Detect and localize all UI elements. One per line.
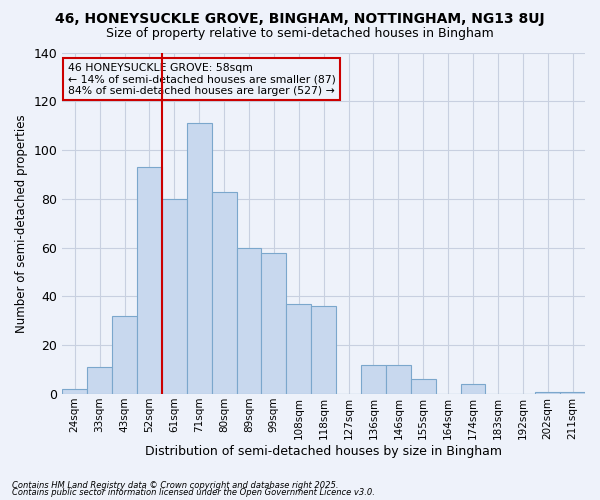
Bar [461, 384, 485, 394]
X-axis label: Distribution of semi-detached houses by size in Bingham: Distribution of semi-detached houses by … [145, 444, 502, 458]
Bar [87, 367, 112, 394]
Bar [386, 365, 411, 394]
Text: Size of property relative to semi-detached houses in Bingham: Size of property relative to semi-detach… [106, 28, 494, 40]
Text: Contains HM Land Registry data © Crown copyright and database right 2025.: Contains HM Land Registry data © Crown c… [12, 480, 338, 490]
Bar [311, 306, 336, 394]
Text: 46 HONEYSUCKLE GROVE: 58sqm
← 14% of semi-detached houses are smaller (87)
84% o: 46 HONEYSUCKLE GROVE: 58sqm ← 14% of sem… [68, 62, 335, 96]
Bar [286, 304, 311, 394]
Bar [62, 389, 87, 394]
Bar [112, 316, 137, 394]
Bar [361, 365, 386, 394]
Bar [187, 123, 212, 394]
Text: 46, HONEYSUCKLE GROVE, BINGHAM, NOTTINGHAM, NG13 8UJ: 46, HONEYSUCKLE GROVE, BINGHAM, NOTTINGH… [55, 12, 545, 26]
Bar [411, 380, 436, 394]
Bar [137, 167, 162, 394]
Bar [262, 252, 286, 394]
Bar [535, 392, 560, 394]
Bar [236, 248, 262, 394]
Bar [162, 199, 187, 394]
Text: Contains public sector information licensed under the Open Government Licence v3: Contains public sector information licen… [12, 488, 375, 497]
Bar [212, 192, 236, 394]
Bar [560, 392, 585, 394]
Y-axis label: Number of semi-detached properties: Number of semi-detached properties [15, 114, 28, 332]
